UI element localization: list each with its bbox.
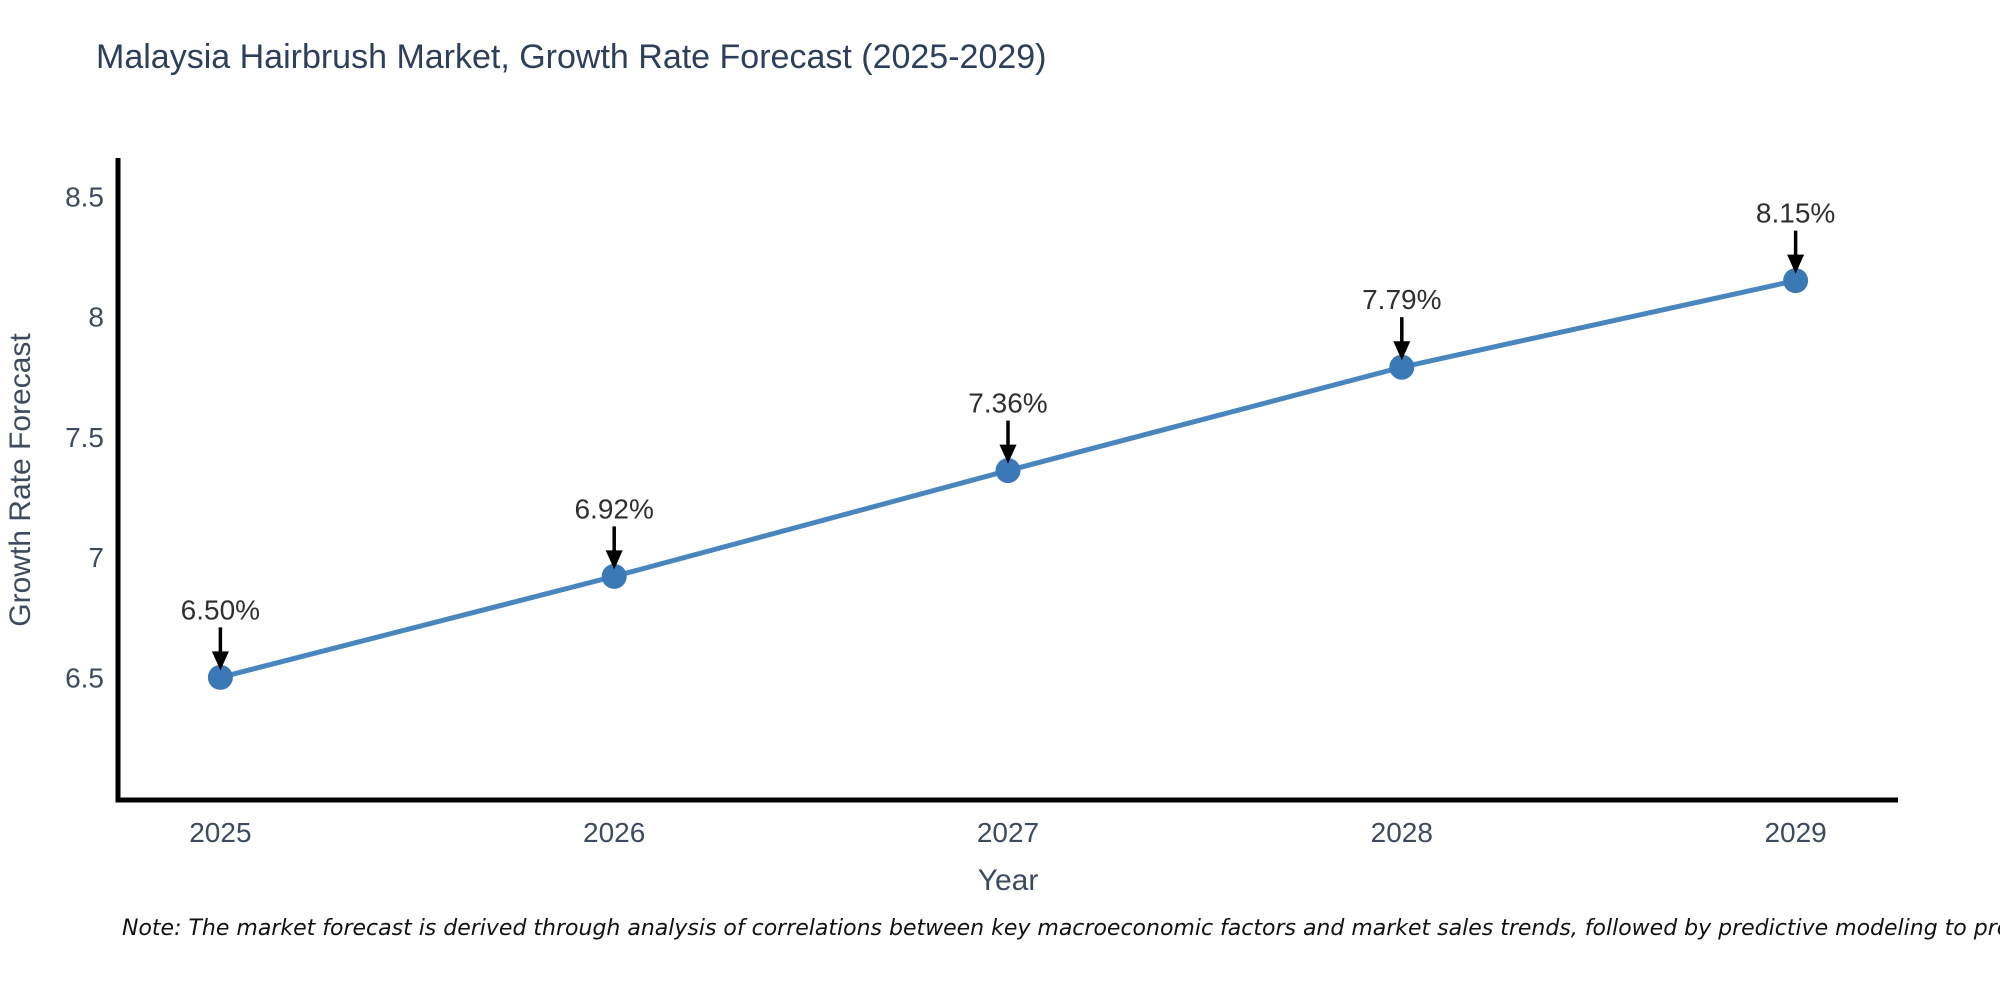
y-tick-label: 8 xyxy=(88,302,104,333)
data-point-marker xyxy=(1389,354,1415,380)
x-tick-label: 2028 xyxy=(1371,817,1433,848)
x-tick-label: 2027 xyxy=(977,817,1039,848)
y-axis-title: Growth Rate Forecast xyxy=(4,333,37,627)
data-point-label: 7.36% xyxy=(968,388,1047,419)
data-point-marker xyxy=(1783,268,1809,294)
annotation-arrow-head xyxy=(211,651,229,671)
x-tick-label: 2025 xyxy=(189,817,251,848)
annotation-arrow-head xyxy=(1393,341,1411,361)
data-point-marker xyxy=(995,458,1021,484)
footnote: Note: The market forecast is derived thr… xyxy=(122,916,2000,941)
data-point-label: 8.15% xyxy=(1756,198,1835,229)
annotation-arrow-head xyxy=(1787,254,1805,274)
data-point-label: 6.50% xyxy=(181,594,260,625)
y-tick-label: 8.5 xyxy=(65,181,104,212)
annotation-arrow-head xyxy=(605,550,623,570)
plot-area: 6.5 7 7.5 8 8.5 2025 2026 2027 2028 2029 6.50% 6.92… xyxy=(65,158,1898,848)
y-tick-label: 6.5 xyxy=(65,662,104,693)
data-point-label: 7.79% xyxy=(1362,284,1441,315)
data-point-marker xyxy=(601,563,627,589)
x-axis-title: Year xyxy=(978,864,1039,897)
y-tick-label: 7 xyxy=(88,542,104,573)
y-tick-label: 7.5 xyxy=(65,422,104,453)
x-tick-label: 2029 xyxy=(1764,817,1826,848)
data-point-label: 6.92% xyxy=(574,493,653,524)
x-tick-label: 2026 xyxy=(583,817,645,848)
chart-title: Malaysia Hairbrush Market, Growth Rate F… xyxy=(96,38,1047,76)
annotation-arrow-head xyxy=(999,444,1017,464)
data-point-marker xyxy=(207,664,233,690)
